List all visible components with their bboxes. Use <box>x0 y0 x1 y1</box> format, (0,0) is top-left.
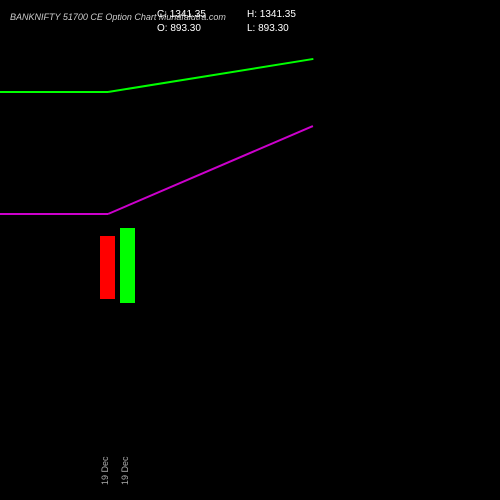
chart-area: 19 Dec 19 Dec <box>0 0 500 500</box>
resistance-line <box>108 58 313 93</box>
support-line <box>108 125 314 215</box>
support-line <box>0 213 108 215</box>
x-axis-label: 19 Dec <box>120 456 130 485</box>
candle-1 <box>120 228 135 303</box>
x-axis-label: 19 Dec <box>100 456 110 485</box>
resistance-line <box>0 91 108 93</box>
candle-0 <box>100 236 115 299</box>
